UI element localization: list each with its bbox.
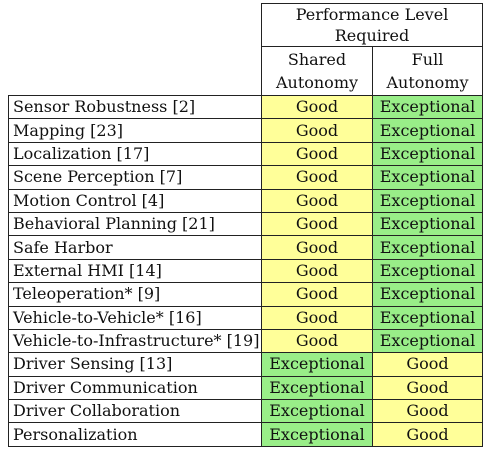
task-cell: Teleoperation* [9] (8, 282, 262, 307)
full-autonomy-exceptional-cell: Exceptional (372, 118, 483, 143)
task-cell: Vehicle-to-Infrastructure* [19] (8, 328, 262, 354)
table-row: Mapping [23] Good Exceptional (8, 118, 483, 143)
shared-autonomy-good-cell: Good (261, 188, 373, 213)
performance-level-header-line-1: Performance Level (295, 5, 449, 24)
shared-autonomy-good-cell: Good (261, 282, 373, 307)
shared-autonomy-header-line-2: Autonomy (275, 73, 359, 92)
performance-table: Performance Level Required Shared Autono… (8, 3, 483, 447)
full-autonomy-exceptional-cell: Exceptional (372, 141, 483, 167)
task-cell: Scene Perception [7] (8, 165, 262, 190)
full-autonomy-exceptional-cell: Exceptional (372, 258, 483, 284)
shared-autonomy-good-cell: Good (261, 141, 373, 167)
task-cell: Motion Control [4] (8, 188, 262, 213)
full-autonomy-exceptional-cell: Exceptional (372, 282, 483, 307)
task-cell: Sensor Robustness [2] (8, 94, 262, 120)
full-autonomy-good-cell: Good (372, 399, 483, 424)
full-autonomy-exceptional-cell: Exceptional (372, 165, 483, 190)
shared-autonomy-exceptional-cell: Exceptional (261, 422, 373, 447)
table-row: Safe Harbor Good Exceptional (8, 235, 483, 260)
task-cell: Personalization (8, 422, 262, 447)
table-row: Scene Perception [7] Good Exceptional (8, 165, 483, 190)
table-row: Personalization Exceptional Good (8, 422, 483, 447)
table-row: Vehicle-to-Vehicle* [16] Good Exceptional (8, 305, 483, 330)
full-autonomy-good-cell: Good (372, 375, 483, 401)
shared-autonomy-good-cell: Good (261, 211, 373, 237)
shared-autonomy-good-cell: Good (261, 94, 373, 120)
table-row: Driver Sensing [13] Exceptional Good (8, 352, 483, 377)
performance-level-header: Performance Level Required (261, 3, 483, 47)
shared-autonomy-exceptional-cell: Exceptional (261, 399, 373, 424)
table-row: External HMI [14] Good Exceptional (8, 258, 483, 284)
full-autonomy-exceptional-cell: Exceptional (372, 328, 483, 354)
shared-autonomy-good-cell: Good (261, 235, 373, 260)
shared-autonomy-exceptional-cell: Exceptional (261, 375, 373, 401)
shared-autonomy-header-line-1: Shared (287, 50, 347, 69)
table-row: Teleoperation* [9] Good Exceptional (8, 282, 483, 307)
task-cell: External HMI [14] (8, 258, 262, 284)
shared-autonomy-exceptional-cell: Exceptional (261, 352, 373, 377)
full-autonomy-header-line-2: Autonomy (386, 73, 469, 92)
full-autonomy-exceptional-cell: Exceptional (372, 235, 483, 260)
shared-autonomy-good-cell: Good (261, 165, 373, 190)
shared-autonomy-good-cell: Good (261, 258, 373, 284)
shared-autonomy-good-cell: Good (261, 328, 373, 354)
shared-autonomy-header: Shared Autonomy (261, 46, 373, 96)
task-cell: Localization [17] (8, 141, 262, 167)
performance-level-header-line-2: Required (334, 26, 410, 45)
task-cell: Driver Communication (8, 375, 262, 401)
task-cell: Safe Harbor (8, 235, 262, 260)
full-autonomy-exceptional-cell: Exceptional (372, 188, 483, 213)
full-autonomy-exceptional-cell: Exceptional (372, 305, 483, 330)
table-header: Performance Level Required Shared Autono… (8, 3, 483, 96)
performance-table-container: Performance Level Required Shared Autono… (8, 3, 483, 447)
full-autonomy-header: Full Autonomy (372, 46, 483, 96)
table-row: Behavioral Planning [21] Good Exceptional (8, 211, 483, 237)
full-autonomy-good-cell: Good (372, 422, 483, 447)
table-row: Vehicle-to-Infrastructure* [19] Good Excep… (8, 328, 483, 354)
task-cell: Vehicle-to-Vehicle* [16] (8, 305, 262, 330)
full-autonomy-good-cell: Good (372, 352, 483, 377)
empty-corner-cell (8, 3, 262, 96)
full-autonomy-exceptional-cell: Exceptional (372, 94, 483, 120)
task-cell: Driver Sensing [13] (8, 352, 262, 377)
table-body: Sensor Robustness [2] Good Exceptional Mapp… (8, 94, 483, 447)
table-row: Motion Control [4] Good Exceptional (8, 188, 483, 213)
cut-off-caption-line (8, 453, 488, 457)
shared-autonomy-good-cell: Good (261, 305, 373, 330)
table-row: Driver Collaboration Exceptional Good (8, 399, 483, 424)
task-cell: Driver Collaboration (8, 399, 262, 424)
table-row: Sensor Robustness [2] Good Exceptional (8, 94, 483, 120)
task-cell: Mapping [23] (8, 118, 262, 143)
full-autonomy-header-line-1: Full (411, 50, 444, 69)
full-autonomy-exceptional-cell: Exceptional (372, 211, 483, 237)
table-row: Driver Communication Exceptional Good (8, 375, 483, 401)
shared-autonomy-good-cell: Good (261, 118, 373, 143)
table-row: Localization [17] Good Exceptional (8, 141, 483, 167)
task-cell: Behavioral Planning [21] (8, 211, 262, 237)
